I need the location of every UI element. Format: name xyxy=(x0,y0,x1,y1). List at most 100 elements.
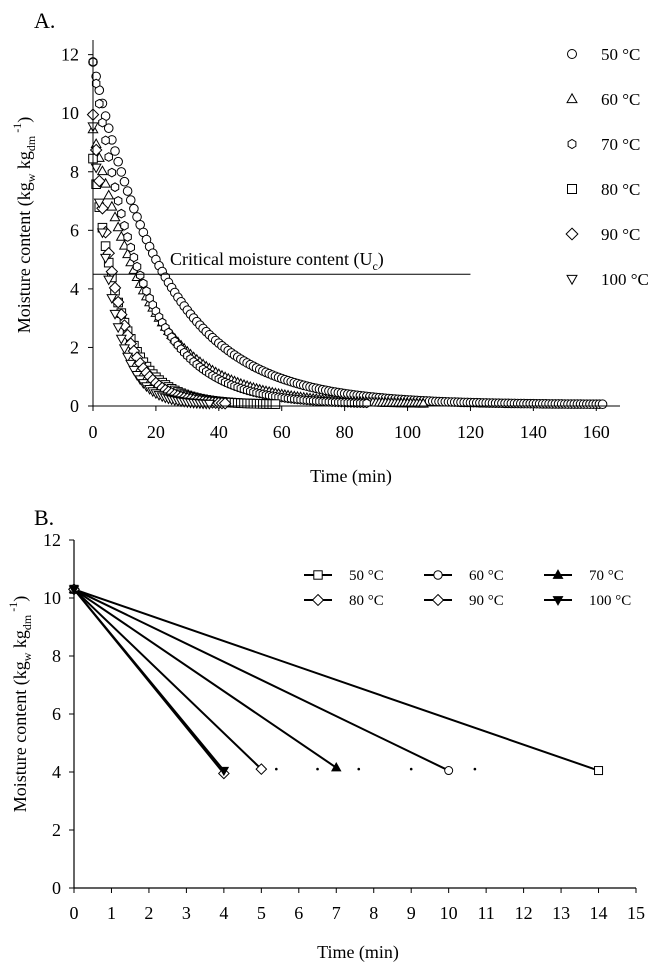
panel-a-y-tick-label: 2 xyxy=(70,337,79,357)
panel-a-point-100-c xyxy=(106,294,118,304)
panel-b-x-tick-label: 4 xyxy=(219,903,228,923)
panel-b-x-tick-label: 0 xyxy=(70,903,79,923)
panel-b-line-100-c xyxy=(73,588,225,772)
panel-b-x-axis-label: Time (min) xyxy=(317,942,399,963)
panel-a-point-70-c xyxy=(101,135,110,146)
panel-b-legend-marker-70-c xyxy=(552,569,564,579)
panel-a-point-100-c xyxy=(118,344,131,355)
panel-b-dot xyxy=(316,767,319,771)
panel-b-x-tick-label: 14 xyxy=(590,903,608,923)
panel-a-point-80-c xyxy=(270,399,281,409)
panel-a-point-50-c xyxy=(110,146,120,156)
panel-a-legend-marker-60-c xyxy=(566,92,578,104)
panel-a-x-tick-label: 40 xyxy=(210,422,228,442)
panel-b-x-tick-label: 8 xyxy=(369,903,378,923)
panel-a-y-axis-label: Moisture content (kgw kgdm -1) xyxy=(10,117,38,334)
panel-a-point-100-c xyxy=(96,228,109,239)
panel-a-point-90-c xyxy=(218,397,232,410)
panel-a-legend-marker-100-c xyxy=(566,274,578,286)
panel-a-point-90-c xyxy=(108,281,122,295)
panel-b-point-60-c xyxy=(444,766,454,776)
panel-a-point-70-c xyxy=(123,232,132,242)
panel-b-y-tick-label: 2 xyxy=(52,820,61,840)
panel-b-legend-label-90-c: 90 °C xyxy=(469,593,504,609)
panel-a-point-100-c xyxy=(115,334,127,345)
panel-a-point-100-c xyxy=(112,323,124,334)
panel-a-point-70-c xyxy=(98,117,107,128)
panel-b-legend-label-100-c: 100 °C xyxy=(589,593,631,609)
panel-a-point-70-c xyxy=(135,270,145,281)
panel-b-line-60-c xyxy=(73,588,450,772)
panel-a-point-100-c xyxy=(122,352,134,363)
panel-b-y-tick-label: 10 xyxy=(43,588,61,608)
panel-b-legend-label-50-c: 50 °C xyxy=(349,568,384,584)
panel-b-legend-label-80-c: 80 °C xyxy=(349,593,384,609)
panel-a-point-70-c xyxy=(362,398,371,409)
panel-b-legend-label-60-c: 60 °C xyxy=(469,568,504,584)
panel-b-legend-marker-50-c xyxy=(313,570,323,580)
panel-a-legend-label-80-c: 80 °C xyxy=(601,180,640,199)
panel-b-dot xyxy=(409,767,413,771)
panel-a-legend-label-90-c: 90 °C xyxy=(601,225,640,244)
panel-b-x-tick-label: 3 xyxy=(182,903,191,923)
panel-b-y-tick-label: 6 xyxy=(52,704,61,724)
panel-a-point-50-c xyxy=(119,176,130,187)
panel-b-x-tick-label: 1 xyxy=(107,903,116,923)
panel-a-point-60-c xyxy=(96,165,109,176)
panel-a-point-70-c xyxy=(132,261,142,272)
panel-a-point-70-c xyxy=(120,220,129,231)
panel-a-x-tick-label: 140 xyxy=(520,422,547,442)
critical-moisture-label: Critical moisture content (Uc) xyxy=(170,249,384,273)
panel-a-point-50-c xyxy=(113,156,123,167)
panel-b-x-tick-label: 10 xyxy=(440,903,458,923)
panel-a-x-tick-label: 100 xyxy=(394,422,421,442)
panel-b-x-tick-label: 9 xyxy=(407,903,416,923)
panel-b-x-tick-label: 12 xyxy=(515,903,533,923)
panel-a-y-tick-label: 12 xyxy=(61,45,79,65)
panel-b-point-70-c xyxy=(331,762,342,772)
panel-a-legend-marker-90-c xyxy=(565,227,579,241)
panel-a-legend-marker-70-c xyxy=(567,138,577,150)
panel-a-point-70-c xyxy=(129,252,139,263)
panel-a-point-100-c xyxy=(93,198,105,209)
panel-a-legend-label-60-c: 60 °C xyxy=(601,90,640,109)
panel-b-point-50-c xyxy=(594,766,604,776)
panel-a-legend-marker-50-c xyxy=(567,49,577,59)
panel-a-point-70-c xyxy=(107,167,117,178)
panel-b-line-70-c xyxy=(73,588,337,769)
panel-a-point-100-c xyxy=(125,359,137,370)
panel-b-dot xyxy=(275,767,278,771)
panel-a-point-70-c xyxy=(91,78,101,89)
panel-b-point-100-c xyxy=(218,766,230,777)
panel-a-x-tick-label: 120 xyxy=(457,422,484,442)
panel-a-legend-label-100-c: 100 °C xyxy=(601,270,649,289)
panel-a-label: A. xyxy=(34,8,55,33)
panel-a-point-70-c xyxy=(110,182,120,193)
panel-a-point-90-c xyxy=(92,174,106,188)
panel-a-x-tick-label: 60 xyxy=(273,422,291,442)
panel-a-point-100-c xyxy=(90,163,102,174)
panel-a-point-70-c xyxy=(104,152,113,162)
panel-b-line-80-c xyxy=(73,588,263,770)
panel-b-x-tick-label: 6 xyxy=(294,903,303,923)
panel-b-legend-marker-100-c xyxy=(552,596,564,606)
panel-b-label: B. xyxy=(34,505,54,530)
panel-a-point-50-c xyxy=(103,123,114,134)
panel-a-point-50-c xyxy=(132,212,142,222)
panel-b-x-tick-label: 15 xyxy=(627,903,645,923)
panel-a-point-70-c xyxy=(95,98,104,109)
panel-a-point-70-c xyxy=(126,242,135,253)
panel-b-y-tick-label: 12 xyxy=(43,530,61,550)
panel-a-point-70-c xyxy=(117,208,126,219)
panel-a-point-60-c xyxy=(109,211,121,222)
panel-b-x-tick-label: 13 xyxy=(552,903,570,923)
panel-a-point-100-c xyxy=(203,399,215,410)
panel-a-x-tick-label: 80 xyxy=(336,422,354,442)
panel-a-x-tick-label: 20 xyxy=(147,422,165,442)
panel-a-point-60-c xyxy=(106,200,118,211)
panel-a-x-tick-label: 0 xyxy=(89,422,98,442)
panel-a-y-tick-label: 4 xyxy=(70,279,79,299)
panel-a-legend-label-70-c: 70 °C xyxy=(601,135,640,154)
